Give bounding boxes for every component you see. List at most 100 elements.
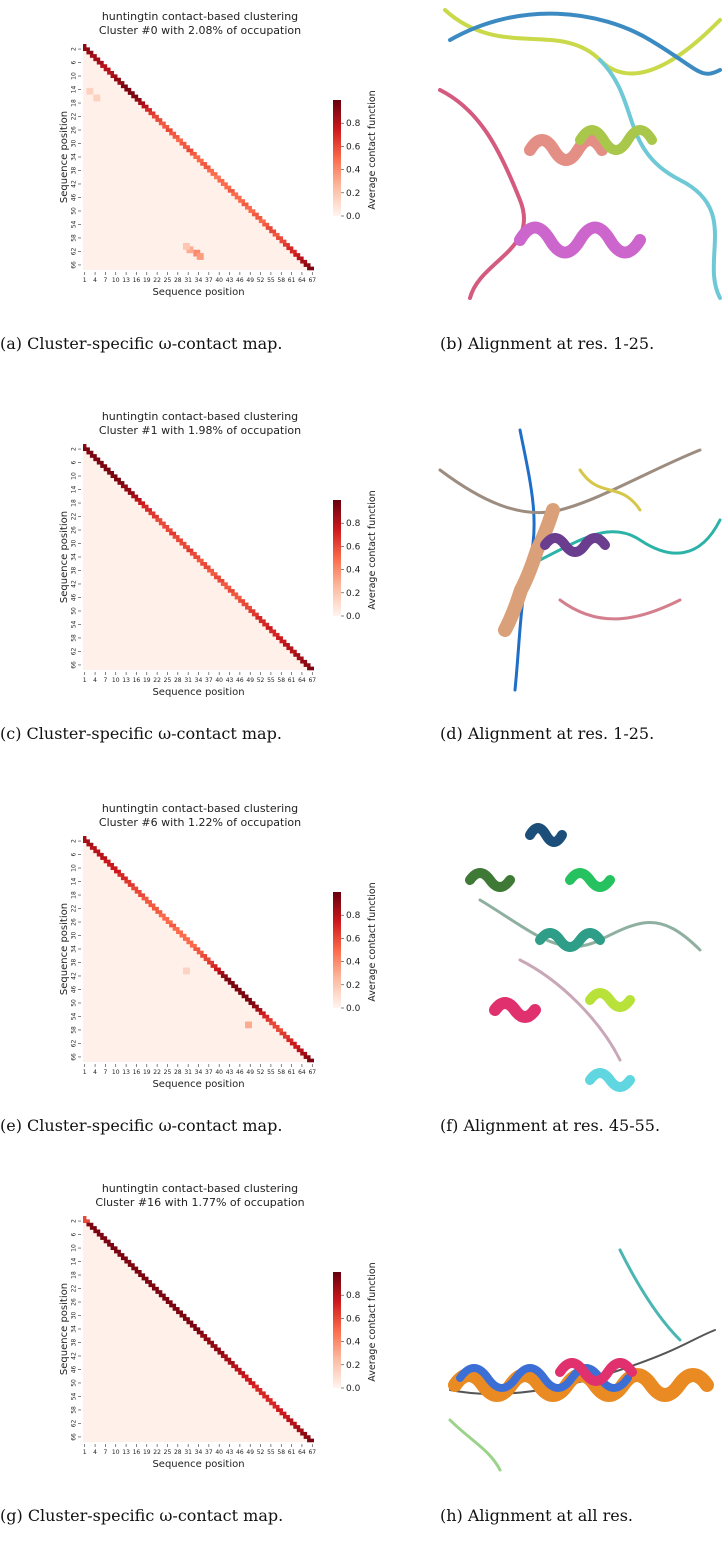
- heatmap-cell: [182, 243, 190, 250]
- heatmap-cell: [165, 920, 173, 925]
- y-tick-label: 38: [71, 566, 78, 574]
- heatmap-cell: [83, 444, 87, 448]
- heatmap-cell: [210, 964, 218, 968]
- caption: (h) Alignment at all res.: [440, 1506, 633, 1525]
- y-tick-label: 54: [71, 620, 78, 628]
- x-tick-label: 49: [246, 1069, 254, 1076]
- chart-title: huntingtin contact-based clustering: [102, 1182, 298, 1195]
- heatmap-cell: [303, 663, 311, 667]
- x-tick-label: 10: [112, 677, 120, 684]
- x-tick-label: 13: [122, 677, 130, 684]
- x-tick-label: 1: [83, 677, 87, 684]
- heatmap-cell: [155, 118, 163, 122]
- x-tick-label: 67: [308, 1069, 316, 1076]
- heatmap-cell: [200, 562, 208, 566]
- x-tick-label: 7: [103, 677, 107, 684]
- x-tick-label: 1: [83, 277, 87, 284]
- x-tick-label: 52: [257, 277, 265, 284]
- y-tick-label: 62: [71, 1039, 78, 1047]
- y-tick-label: 50: [71, 207, 78, 215]
- heatmap-cell: [151, 906, 159, 911]
- y-tick-label: 2: [71, 839, 78, 843]
- heatmap-cell: [134, 1269, 142, 1274]
- heatmap-cell: [138, 1273, 146, 1278]
- heatmap-cell: [220, 974, 228, 978]
- heatmap-cell: [141, 1276, 149, 1281]
- structure-image: [448, 1248, 716, 1472]
- heatmap-cell: [196, 558, 204, 563]
- heatmap-cell: [272, 1024, 280, 1029]
- heatmap-cell: [296, 1428, 304, 1433]
- x-tick-label: 31: [184, 277, 192, 284]
- heatmap-cell: [227, 981, 235, 985]
- colorbar-tick-label: 0.8: [346, 519, 361, 529]
- x-tick-label: 34: [195, 277, 203, 284]
- colorbar-tick-label: 0.6: [346, 934, 361, 944]
- heatmap-cell: [234, 195, 242, 200]
- y-tick-label: 34: [71, 553, 78, 561]
- heatmap-cell: [200, 954, 208, 958]
- x-tick-label: 61: [288, 677, 296, 684]
- heatmap-cell: [169, 131, 177, 136]
- heatmap-cell: [293, 653, 301, 657]
- y-tick-label: 2: [71, 447, 78, 451]
- x-tick-label: 52: [257, 677, 265, 684]
- colorbar-label: Average contact function: [367, 490, 378, 609]
- y-tick-label: 10: [71, 864, 78, 872]
- heatmap-cell: [279, 239, 287, 244]
- x-tick-label: 43: [226, 1069, 234, 1076]
- heatmap-cell: [279, 1031, 287, 1036]
- heatmap-cell: [182, 1317, 190, 1321]
- heatmap-cell: [203, 565, 211, 570]
- heatmap-cell: [196, 158, 204, 163]
- heatmap-cell: [124, 879, 132, 884]
- heatmap-cell: [93, 457, 101, 462]
- heatmap-cell: [258, 1011, 266, 1016]
- heatmap-cell: [141, 104, 149, 109]
- caption: (b) Alignment at res. 1-25.: [440, 334, 655, 353]
- heatmap-cell: [289, 1421, 297, 1426]
- x-tick-label: 40: [215, 677, 223, 684]
- heatmap-cell: [138, 101, 146, 106]
- x-tick-label: 7: [103, 1449, 107, 1456]
- heatmap-cell: [162, 524, 170, 529]
- y-tick-label: 42: [71, 180, 78, 188]
- heatmap-cell: [248, 1381, 256, 1385]
- x-tick-label: 25: [164, 277, 172, 284]
- x-tick-label: 13: [122, 1449, 130, 1456]
- y-tick-label: 14: [71, 486, 78, 494]
- heatmap-cell: [276, 1028, 283, 1032]
- heatmap-cell: [279, 639, 287, 644]
- y-tick-label: 18: [71, 499, 78, 507]
- heatmap-cell: [303, 1055, 311, 1059]
- heatmap-cell: [148, 903, 156, 908]
- y-tick-label: 22: [71, 905, 78, 913]
- colorbar-tick-label: 0.0: [346, 1384, 361, 1394]
- heatmap-cell: [293, 1425, 301, 1429]
- heatmap-cell: [265, 626, 273, 630]
- heatmap-cell: [255, 1008, 263, 1012]
- heatmap-cell: [131, 1266, 139, 1271]
- y-tick-label: 26: [71, 918, 78, 926]
- heatmap-cell: [83, 836, 87, 840]
- x-tick-label: 58: [277, 277, 285, 284]
- heatmap-cell: [179, 141, 187, 146]
- heatmap-cell: [200, 1334, 208, 1338]
- heatmap-cell: [196, 253, 204, 260]
- x-tick-label: 55: [267, 277, 275, 284]
- structure-image: [438, 0, 725, 300]
- x-tick-label: 1: [83, 1069, 87, 1076]
- heatmap-cell: [189, 943, 197, 948]
- heatmap-cell: [207, 1340, 215, 1345]
- heatmap-cell: [189, 1323, 197, 1328]
- heatmap-cell: [241, 994, 249, 999]
- heatmap-cell: [220, 1354, 228, 1358]
- heatmap-cell: [272, 1404, 280, 1409]
- x-tick-label: 64: [298, 277, 306, 284]
- heatmap-cell: [276, 236, 283, 240]
- caption: (e) Cluster-specific ω-contact map.: [0, 1116, 283, 1135]
- caption: (c) Cluster-specific ω-contact map.: [0, 724, 282, 743]
- heatmap-cell: [127, 91, 135, 95]
- x-tick-label: 31: [184, 677, 192, 684]
